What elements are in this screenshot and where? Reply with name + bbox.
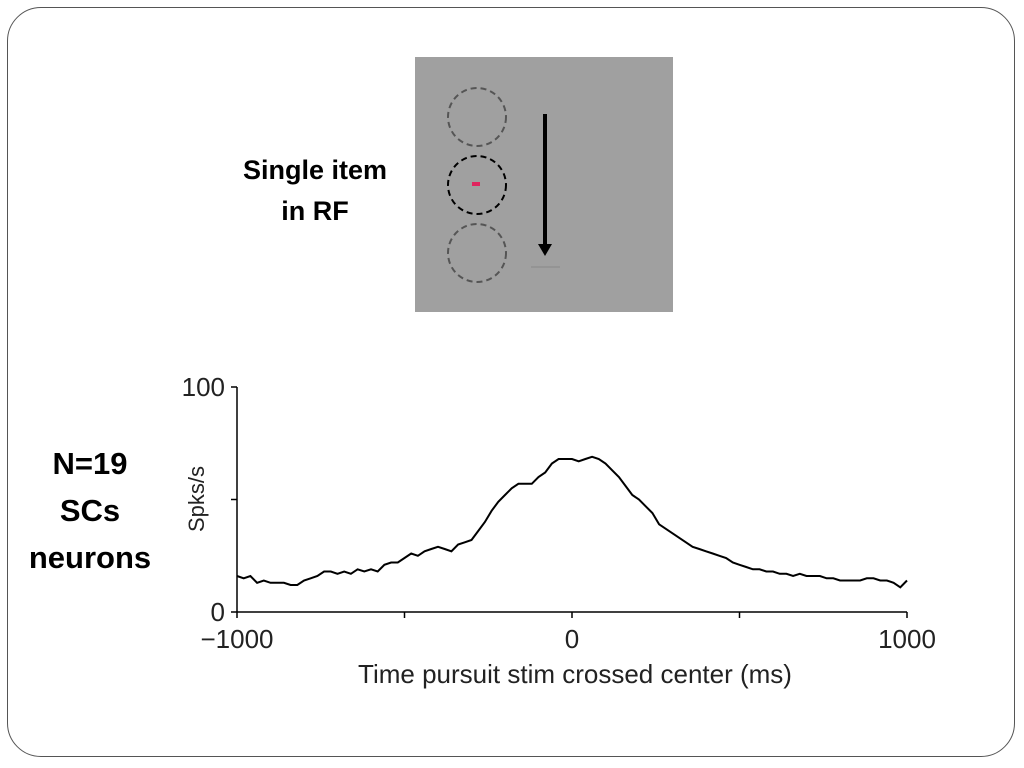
x-tick-label: −1000: [200, 624, 273, 654]
sample-label-line-3: neurons: [28, 540, 152, 575]
y-axis-label: Spks/s: [184, 466, 209, 532]
chart-axes: [236, 387, 907, 613]
x-tick-label: 1000: [878, 624, 936, 654]
sample-size-label: N=19 SCs neurons: [10, 440, 170, 581]
stimulus-label-line-1: Single item: [242, 155, 388, 185]
sample-label-line-2: SCs: [59, 493, 121, 528]
x-tick-label: 0: [565, 624, 579, 654]
stimulus-label-line-2: in RF: [281, 196, 349, 226]
sample-label-line-1: N=19: [52, 446, 128, 481]
y-tick-label: 100: [182, 372, 225, 402]
slide-frame: [7, 7, 1015, 757]
y-tick-label: 0: [211, 597, 225, 627]
stimulus-condition-label: Single item in RF: [225, 150, 405, 232]
x-axis-label: Time pursuit stim crossed center (ms): [358, 659, 792, 689]
firing-rate-line: [236, 455, 908, 589]
